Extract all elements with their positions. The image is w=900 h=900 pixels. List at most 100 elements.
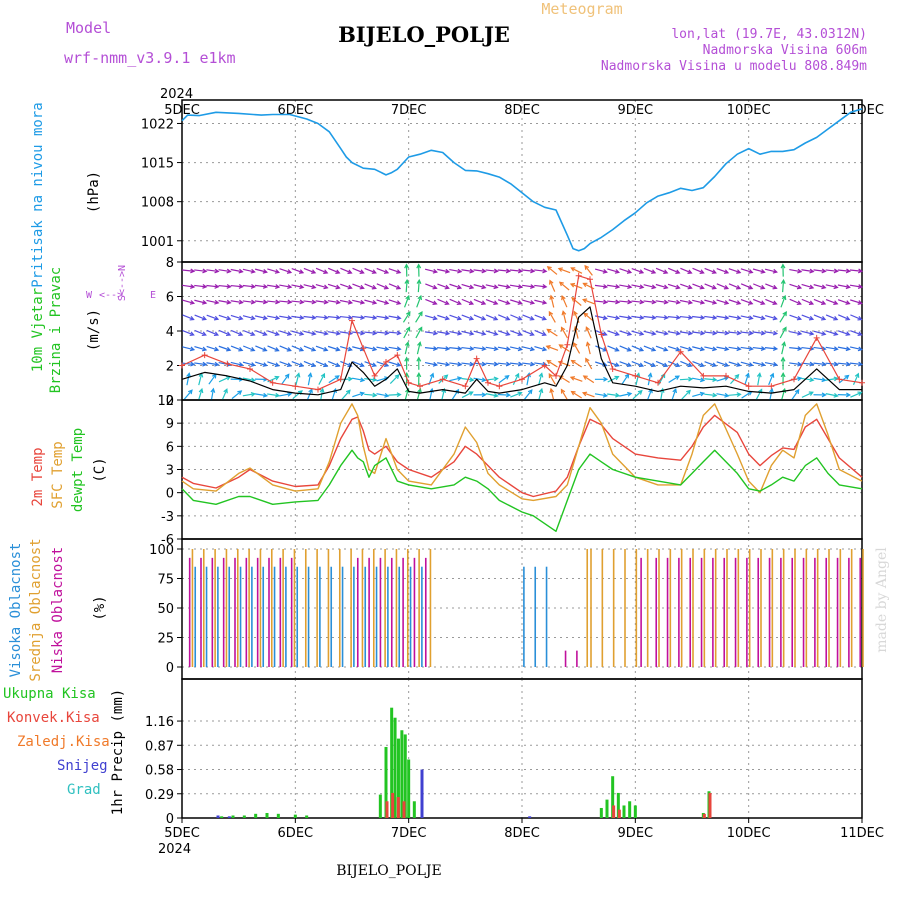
wind-arrow [769, 388, 773, 401]
wind-arrowhead [538, 387, 544, 394]
wind-arrow [267, 284, 280, 288]
wind-gust-marker [247, 365, 253, 372]
wind-arrowhead [760, 269, 766, 274]
ytick-label: 25 [157, 632, 174, 647]
model-label: Model [66, 19, 111, 37]
wind-arrow [510, 314, 522, 321]
ytick-label: -6 [161, 533, 174, 548]
wind-arrow [461, 362, 474, 366]
wind-arrowhead [602, 362, 608, 367]
wind-arrow [757, 373, 761, 386]
wind-arrow [547, 328, 558, 337]
wind-arrowhead [570, 267, 576, 272]
wind-arrow [522, 284, 535, 288]
wind-arrow [825, 330, 838, 336]
ytick-label: 1.16 [145, 715, 174, 730]
wind-arrow [755, 389, 763, 401]
wind-arrowhead [821, 361, 827, 367]
wind-arrow [643, 267, 656, 274]
wind-arrow [473, 314, 486, 320]
wind-arrowhead [627, 299, 633, 305]
ytick-label: 9 [166, 417, 174, 432]
wind-arrowhead [481, 377, 487, 383]
wind-arrowhead [796, 315, 803, 321]
wind-arrowhead [615, 284, 621, 289]
temp-sfc-line [181, 403, 863, 502]
wind-arrowhead [311, 362, 317, 368]
wind-arrow [813, 377, 826, 381]
precip-legend-item: Snijeg [57, 758, 108, 774]
wind-arrow [461, 269, 474, 273]
ytick-label: 12 [157, 394, 174, 409]
wind-arrowhead [833, 316, 839, 321]
wind-arrow [437, 331, 450, 335]
wind-arrowhead [651, 330, 657, 336]
wind-arrow [242, 345, 255, 352]
wind-arrowhead [569, 282, 576, 288]
wind-gust-marker [473, 355, 480, 362]
ytick-label: 0 [166, 812, 174, 827]
precip-snow-bar [227, 816, 231, 818]
wind-arrowhead [527, 389, 533, 395]
wind-arrowhead [238, 346, 244, 352]
wind-arrow [339, 315, 352, 319]
top-date-label: 7DEC [391, 103, 427, 118]
wind-arrowhead [821, 315, 827, 321]
wind-gust-marker [439, 376, 446, 383]
wind-arrow [509, 269, 522, 272]
wind-arrowhead [299, 299, 305, 305]
wind-arrow [352, 299, 365, 304]
ytick-label: 0 [166, 394, 174, 409]
wind-arrowhead [517, 284, 524, 290]
wind-arrowhead [760, 315, 766, 321]
wind-arrow [850, 314, 862, 321]
wind-arrow [403, 327, 411, 339]
wind-arrow [485, 269, 498, 272]
wind-arrow [801, 330, 814, 335]
wind-arrowhead [582, 282, 588, 288]
wind-arrow [255, 330, 267, 336]
wind-arrow [388, 346, 401, 350]
wind-arrow [425, 283, 437, 289]
wind-arrowhead [797, 346, 803, 351]
wind-arrowhead [760, 362, 766, 367]
wind-arrow [752, 298, 765, 305]
wind-arrowhead [651, 346, 657, 352]
wind-arrow [424, 268, 437, 273]
wind-arrowhead [493, 284, 499, 290]
wind-arrow [388, 315, 401, 319]
wind-arrow [801, 391, 814, 398]
wind-arrowhead [530, 284, 536, 289]
wind-arrow [388, 268, 401, 274]
wind-arrowhead [558, 344, 564, 349]
wind-arrow [352, 315, 365, 319]
wind-arrow [267, 315, 280, 319]
wind-arrow [328, 267, 340, 274]
wind-arrow [619, 284, 632, 288]
wind-arrowhead [493, 268, 499, 274]
wind-arrowhead [672, 387, 677, 394]
wind-arrowhead [406, 311, 411, 317]
wind-arrowhead [675, 269, 681, 274]
wind-arrowhead [602, 284, 609, 289]
wind-arrowhead [857, 284, 864, 290]
wind-arrow [801, 377, 814, 381]
wind-arrowhead [712, 346, 718, 352]
wind-arrowhead [394, 374, 400, 380]
wind-arrowhead [213, 331, 220, 337]
wind-arrowhead [538, 372, 544, 378]
wind-arrow [267, 268, 279, 273]
wind-gust-marker [723, 372, 729, 379]
wind-arrowhead [372, 315, 378, 320]
wind-arrowhead [299, 331, 305, 336]
wind-gust-marker [553, 372, 559, 379]
wind-arrow [449, 347, 462, 350]
wind-arrowhead [809, 361, 815, 367]
wind-gust-marker [405, 379, 412, 386]
wind-arrow [340, 360, 352, 367]
wind-arrowhead [287, 284, 293, 290]
wind-arrow [631, 361, 644, 367]
wind-arrowhead [396, 330, 402, 336]
wind-arrow [740, 268, 753, 274]
wind-arrowhead [857, 346, 864, 352]
